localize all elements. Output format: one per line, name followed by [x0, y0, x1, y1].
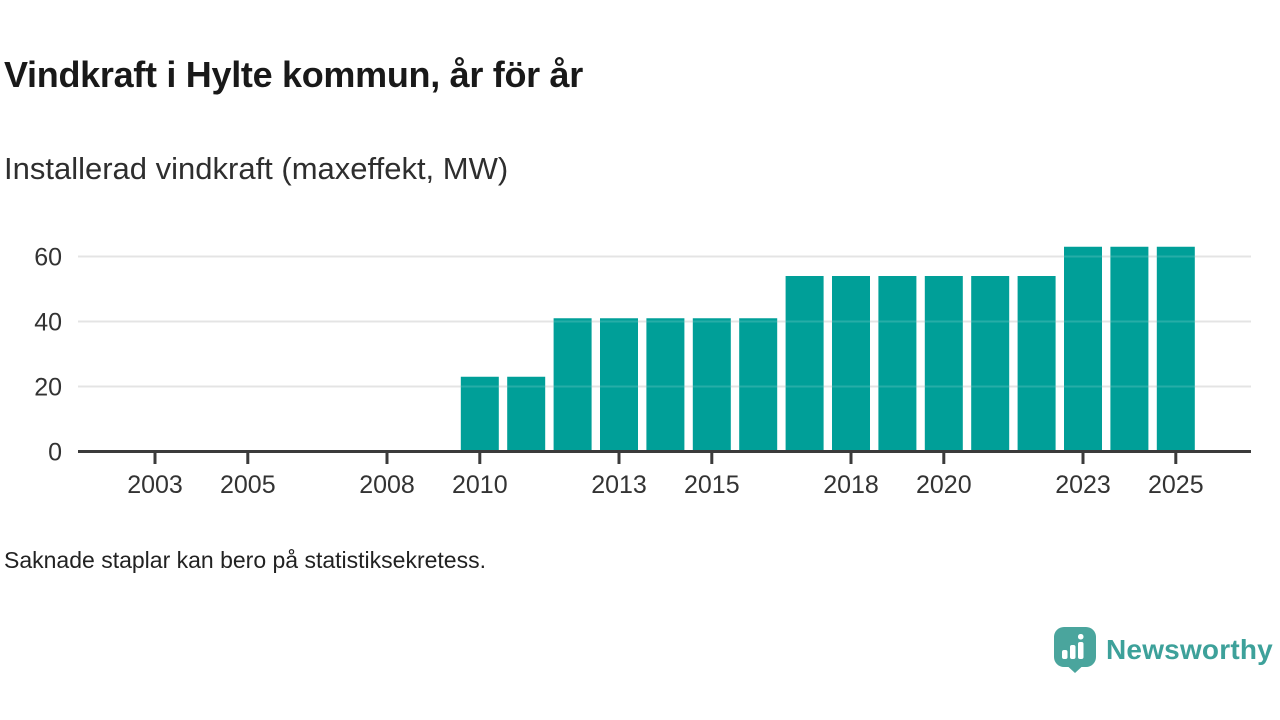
bar-2023: [1064, 246, 1102, 452]
x-tick-label-2025: 2025: [1148, 471, 1204, 499]
bar-2025: [1156, 246, 1195, 452]
bar-2019: [878, 276, 917, 452]
x-tick-label-2013: 2013: [591, 471, 647, 499]
bar-2020: [924, 276, 963, 452]
bar-2015: [692, 318, 731, 452]
newsworthy-branding: Newsworthy: [1053, 626, 1273, 673]
y-tick-label-0: 0: [48, 439, 62, 467]
bar-2010: [460, 376, 499, 452]
bar-2022: [1017, 276, 1056, 452]
bar-2017: [785, 276, 824, 452]
gridline-overlays: [78, 255, 1251, 388]
bar-2014: [646, 318, 685, 452]
y-tick-label-40: 40: [34, 309, 62, 337]
y-tick-label-60: 60: [34, 244, 62, 272]
x-tick-label-2008: 2008: [359, 471, 415, 499]
bar-2011: [507, 376, 546, 452]
chart-title: Vindkraft i Hylte kommun, år för år: [4, 54, 583, 95]
axis-labels: 2003 2005 2008 2010 2013 2015 2018 2020 2023 2025…: [34, 244, 1203, 500]
chart-footnote: Saknade staplar kan bero på statistiksek…: [4, 547, 486, 573]
x-tick-label-2010: 2010: [452, 471, 508, 499]
x-tick-label-2018: 2018: [823, 471, 879, 499]
x-tick-label-2003: 2003: [127, 471, 183, 499]
bar-2016: [739, 318, 778, 452]
bar-2012: [553, 318, 592, 452]
x-axis: [78, 450, 1251, 464]
bar-2024: [1110, 246, 1149, 452]
newsworthy-wordmark: Newsworthy: [1106, 633, 1273, 665]
y-tick-label-20: 20: [34, 374, 62, 402]
bar-2018: [832, 276, 870, 452]
chart-subtitle: Installerad vindkraft (maxeffekt, MW): [4, 151, 509, 186]
newsworthy-speech-bubble-bar-chart-icon: [1054, 627, 1096, 673]
x-tick-label-2005: 2005: [220, 471, 276, 499]
x-tick-label-2023: 2023: [1055, 471, 1111, 499]
x-tick-label-2015: 2015: [684, 471, 740, 499]
bars: [460, 246, 1195, 452]
x-tick-label-2020: 2020: [916, 471, 972, 499]
bar-2013: [600, 318, 638, 452]
bar-2021: [971, 276, 1010, 452]
